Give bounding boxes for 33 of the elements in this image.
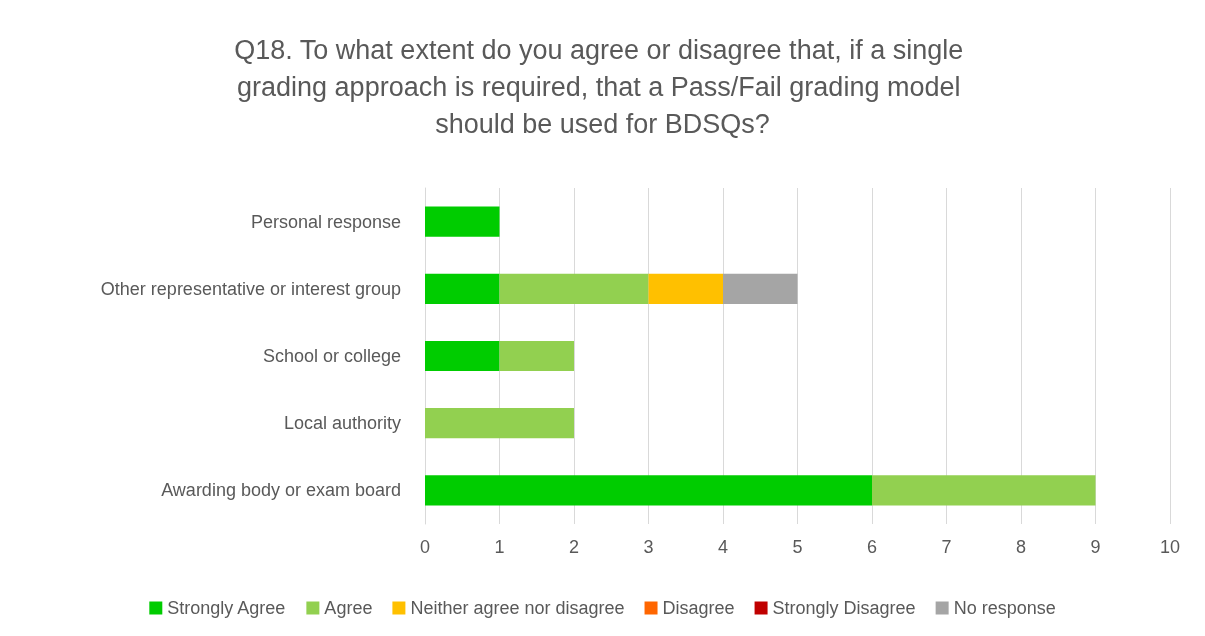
chart-title: Q18. To what extent do you agree or disagree that, if a single grading approach is required, that a Pass/Fail grading model should be used for BDSQs? [234, 34, 971, 139]
legend-label: Neither agree nor disagree [410, 598, 625, 618]
x-tick-label: 10 [1159, 537, 1181, 557]
bar [648, 273, 723, 304]
x-tick-label: 0 [419, 537, 431, 557]
y-tick-label: Awarding body or exam board [161, 480, 401, 501]
y-tick-label: School or college [262, 346, 401, 366]
x-tick-label: 9 [1090, 537, 1101, 557]
legend-label: Strongly Agree [167, 598, 286, 618]
x-tick-label: 5 [792, 537, 803, 557]
x-tick-label: 2 [568, 537, 580, 557]
x-tick-label: 8 [1015, 537, 1027, 557]
legend-label: No response [953, 598, 1056, 618]
bar [499, 340, 574, 372]
bar [425, 340, 500, 372]
x-tick-label: 6 [866, 537, 878, 557]
bar [425, 273, 500, 304]
legend-label: Agree [324, 598, 373, 618]
y-tick-label: Personal response [250, 211, 401, 232]
legend-label: Strongly Disagree [772, 598, 916, 618]
bar [872, 475, 1096, 506]
x-tick-label: 1 [494, 537, 505, 557]
bar [499, 273, 649, 304]
legend-label: Disagree [662, 598, 735, 618]
x-tick-label: 3 [643, 537, 654, 557]
x-tick-label: 7 [941, 537, 952, 557]
bar [425, 408, 574, 439]
y-tick-label: Other representative or interest group [100, 278, 401, 299]
y-tick-label: Local authority [283, 413, 401, 434]
bar [425, 475, 872, 506]
bar [723, 273, 798, 304]
x-tick-label: 4 [717, 537, 729, 557]
bar [425, 206, 500, 237]
